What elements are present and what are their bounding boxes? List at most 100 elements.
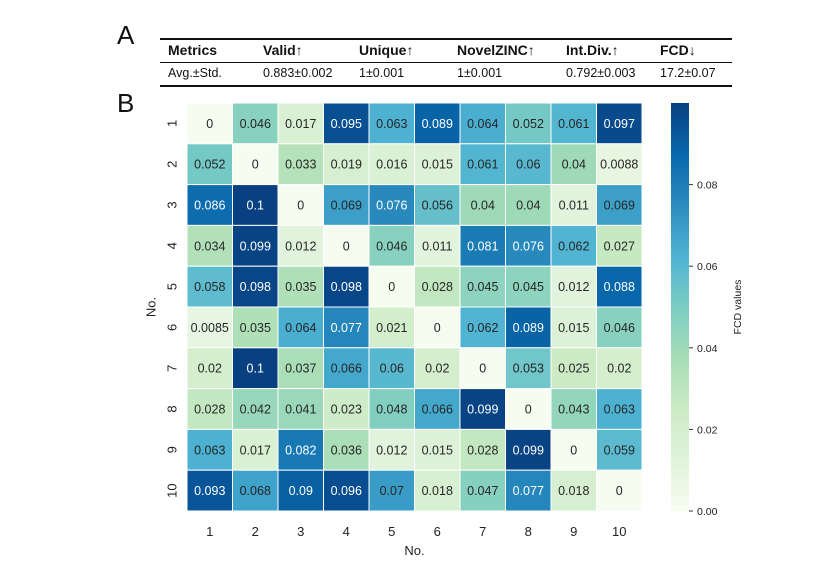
heatmap-cell xyxy=(550,388,597,430)
cell-label: 0.017 xyxy=(285,117,316,131)
cell-label: 0.015 xyxy=(558,321,589,335)
cell-label: 0 xyxy=(525,403,532,417)
cell-label: 0 xyxy=(479,362,486,376)
cell-label: 0.02 xyxy=(607,362,631,376)
cell-label: 0.019 xyxy=(331,158,362,172)
heatmap-cell xyxy=(505,306,552,349)
y-tick-label: 8 xyxy=(165,405,180,412)
heatmap-cell xyxy=(459,469,506,512)
heatmap-cell xyxy=(232,224,279,267)
cell-label: 0.097 xyxy=(604,117,635,131)
heatmap-cell xyxy=(368,388,415,430)
cell-label: 0 xyxy=(206,117,213,131)
heatmap-cell xyxy=(596,184,643,226)
y-tick-label: 3 xyxy=(165,201,180,208)
cell-label: 0.081 xyxy=(467,239,498,253)
heatmap-cell xyxy=(505,184,552,226)
cell-label: 0.012 xyxy=(558,280,589,294)
heatmap-cell xyxy=(232,306,279,349)
x-tick-label: 10 xyxy=(612,524,626,539)
heatmap-cell xyxy=(414,184,461,226)
y-axis-label: No. xyxy=(144,297,159,317)
cell-label: 0.042 xyxy=(240,403,271,417)
cell-label: 0.028 xyxy=(194,403,225,417)
heatmap-cell xyxy=(186,347,233,390)
cell-label: 0.023 xyxy=(331,403,362,417)
heatmap-cell xyxy=(550,224,597,267)
cell-label: 0.018 xyxy=(422,484,453,498)
panel-label-a: A xyxy=(117,20,135,50)
cell-label: 0.012 xyxy=(285,239,316,253)
cell-label: 0.02 xyxy=(425,362,449,376)
cell-label: 0.048 xyxy=(376,403,407,417)
heatmap-cell xyxy=(596,469,643,512)
cell-label: 0 xyxy=(616,484,623,498)
panel-label-b: B xyxy=(117,88,135,118)
heatmap-cell xyxy=(505,388,552,430)
heatmap-cell xyxy=(368,143,415,186)
cell-label: 0.089 xyxy=(422,117,453,131)
heatmap-cell xyxy=(596,388,643,430)
y-tick-label: 9 xyxy=(165,446,180,453)
heatmap-cell xyxy=(414,469,461,512)
heatmap-cell xyxy=(459,224,506,267)
cell-label: 0.035 xyxy=(285,280,316,294)
cell-label: 0.028 xyxy=(422,280,453,294)
x-tick-label: 2 xyxy=(252,524,259,539)
heatmap-cell xyxy=(596,102,643,145)
heatmap-cell xyxy=(550,265,597,308)
cell-label: 0.098 xyxy=(240,280,271,294)
cell-label: 0.053 xyxy=(513,362,544,376)
heatmap-cell xyxy=(459,388,506,430)
colorbar-tick-label: 0.02 xyxy=(697,424,718,436)
heatmap-cell xyxy=(550,184,597,226)
heatmap-cell xyxy=(186,306,233,349)
colorbar-tick-label: 0.00 xyxy=(697,506,718,518)
y-tick-label: 6 xyxy=(165,324,180,331)
cell-label: 0.099 xyxy=(467,403,498,417)
cell-label: 0.066 xyxy=(331,362,362,376)
cell-label: 0.061 xyxy=(558,117,589,131)
cell-label: 0.0085 xyxy=(191,321,229,335)
cell-label: 0.1 xyxy=(247,362,264,376)
x-tick-label: 9 xyxy=(570,524,577,539)
cell-label: 0.069 xyxy=(331,199,362,213)
y-tick-label: 4 xyxy=(165,242,180,249)
x-tick-label: 8 xyxy=(525,524,532,539)
value-fcd: 17.2±0.07 xyxy=(660,66,716,80)
heatmap-cell xyxy=(550,428,597,471)
heatmap-cell xyxy=(459,306,506,349)
header-metrics: Metrics xyxy=(168,42,218,58)
cell-label: 0.047 xyxy=(467,484,498,498)
cell-label: 0.098 xyxy=(331,280,362,294)
cell-label: 0.04 xyxy=(516,199,540,213)
cell-label: 0.035 xyxy=(240,321,271,335)
table-bottom-rule xyxy=(160,85,732,87)
cell-label: 0.037 xyxy=(285,362,316,376)
cell-label: 0.076 xyxy=(376,199,407,213)
y-tick-label: 7 xyxy=(165,365,180,372)
cell-label: 0.018 xyxy=(558,484,589,498)
header-valid: Valid↑ xyxy=(263,42,303,58)
header-novelzinc: NovelZINC↑ xyxy=(457,42,535,58)
cell-label: 0.045 xyxy=(513,280,544,294)
cell-label: 0.034 xyxy=(194,239,225,253)
cell-label: 0.046 xyxy=(240,117,271,131)
heatmap-cell xyxy=(459,347,506,390)
heatmap-cell xyxy=(186,102,233,145)
cell-label: 0.02 xyxy=(198,362,222,376)
heatmap-cell xyxy=(323,428,370,471)
x-tick-label: 7 xyxy=(479,524,486,539)
cell-label: 0.04 xyxy=(471,199,495,213)
cell-label: 0.089 xyxy=(513,321,544,335)
value-valid: 0.883±0.002 xyxy=(263,66,333,80)
cell-label: 0.095 xyxy=(331,117,362,131)
y-tick-label: 10 xyxy=(165,483,180,497)
cell-label: 0.021 xyxy=(376,321,407,335)
cell-label: 0.017 xyxy=(240,443,271,457)
cell-label: 0.0088 xyxy=(600,158,638,172)
cell-label: 0.077 xyxy=(331,321,362,335)
heatmap-cell xyxy=(368,306,415,349)
colorbar-label: FCD values xyxy=(732,280,744,335)
